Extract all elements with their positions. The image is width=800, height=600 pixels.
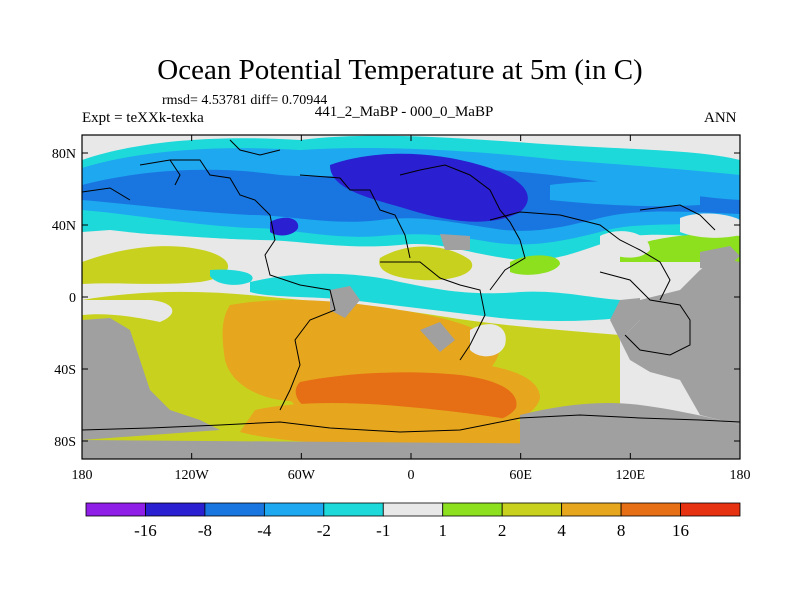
x-tick-label: 0 — [408, 468, 415, 483]
colorbar-label: 4 — [557, 521, 566, 540]
colorbar-label: -4 — [257, 521, 272, 540]
x-tick-label: 180 — [72, 468, 93, 483]
colorbar — [85, 502, 741, 517]
colorbar-label: -8 — [198, 521, 212, 540]
experiment-label: Expt = teXXk-texka — [82, 110, 204, 126]
colorbar-swatch — [501, 502, 563, 517]
x-tick-label: 60W — [288, 468, 316, 483]
colorbar-swatch — [561, 502, 622, 517]
map-title: Ocean Potential Temperature at 5m (in C) — [157, 54, 643, 86]
colorbar-labels: -16 -8 -4 -2 -1 1 2 4 8 16 — [134, 521, 689, 540]
map-subtitle: 441_2_MaBP - 000_0_MaBP — [314, 104, 494, 120]
colorbar-swatch — [382, 502, 444, 517]
y-tick-label: 40N — [52, 219, 76, 234]
x-tick-label: 120W — [175, 468, 210, 483]
x-tick-label: 120E — [616, 468, 646, 483]
colorbar-label: 16 — [672, 521, 689, 540]
colorbar-swatch — [323, 502, 384, 517]
colorbar-label: -1 — [376, 521, 390, 540]
x-tick-label: 60E — [509, 468, 532, 483]
colorbar-label: 8 — [617, 521, 626, 540]
colorbar-swatch — [145, 502, 206, 517]
colorbar-label: -16 — [134, 521, 157, 540]
stats-label: rmsd= 4.53781 diff= 0.70944 — [162, 93, 328, 108]
y-tick-label: 0 — [69, 291, 76, 306]
y-tick-label: 40S — [54, 363, 76, 378]
colorbar-label: 2 — [498, 521, 507, 540]
map-field — [82, 135, 740, 459]
colorbar-swatch — [620, 502, 681, 517]
y-tick-label: 80S — [54, 435, 76, 450]
y-tick-label: 80N — [52, 147, 76, 162]
axis-tick-labels: 180 120W 60W 0 60E 120E 180 80N 40N 0 40S 80S — [52, 147, 751, 483]
colorbar-swatch — [204, 502, 265, 517]
colorbar-swatch — [680, 502, 741, 517]
colorbar-swatch — [263, 502, 325, 517]
colorbar-label: 1 — [438, 521, 447, 540]
colorbar-swatch — [442, 502, 503, 517]
season-label: ANN — [704, 110, 737, 126]
x-tick-label: 180 — [730, 468, 751, 483]
colorbar-swatch — [85, 502, 146, 517]
colorbar-label: -2 — [317, 521, 331, 540]
